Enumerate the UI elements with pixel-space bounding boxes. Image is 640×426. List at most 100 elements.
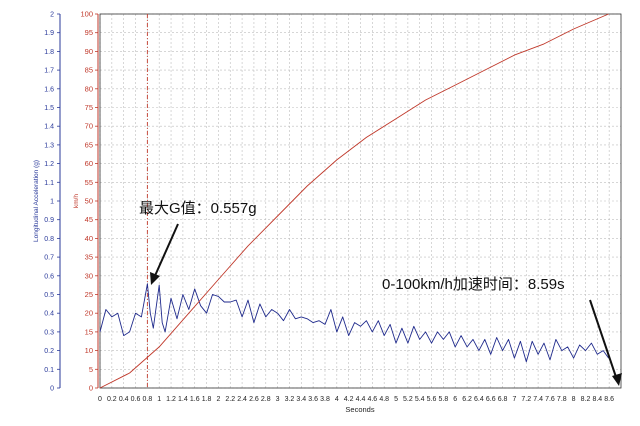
right-tick-label: 75 [85,103,93,112]
right-tick-label: 95 [85,28,93,37]
right-tick-label: 10 [85,346,93,355]
right-tick-label: 15 [85,327,93,336]
max-g-arrow [150,223,179,285]
x-tick-label: 7 [512,396,516,403]
x-tick-label: 7.8 [557,396,567,403]
left-axis-ticks: 0 0.1 0.2 0.3 0.4 0.5 0.6 0.7 0.8 0.9 1 1.1 1.2 1.3 1.… [44,12,60,393]
left-tick-label: 1 [50,199,54,206]
left-tick-label: 0.4 [44,311,54,318]
left-tick-label: 0.2 [44,348,54,355]
x-tick-label: 2 [216,396,220,403]
x-tick-label: 0.2 [107,396,117,403]
right-tick-label: 20 [85,309,93,318]
x-tick-label: 2.6 [249,396,259,403]
x-tick-label: 7.4 [533,396,543,403]
x-tick-label: 3.8 [320,396,330,403]
x-tick-label: 8.4 [592,396,602,403]
x-tick-label: 3 [276,396,280,403]
right-tick-label: 70 [85,122,93,131]
right-tick-label: 0 [89,384,93,393]
x-tick-label: 1.8 [202,396,212,403]
x-tick-label: 3.6 [308,396,318,403]
x-tick-label: 2.4 [237,396,247,403]
right-tick-label: 45 [85,215,93,224]
x-tick-label: 6 [453,396,457,403]
x-tick-label: 6.4 [474,396,484,403]
left-tick-label: 1.2 [44,161,54,168]
right-tick-label: 55 [85,178,93,187]
x-axis-ticks: 0 0.2 0.4 0.6 0.8 1 1.2 1.4 1.6 1.8 2 2.2 2.4 2.6 2.8 3… [98,396,614,403]
left-tick-label: 1.5 [44,105,54,112]
series-layer [99,13,609,389]
right-axis-ticks: 0 5 10 15 20 25 30 35 40 45 50 55 60 65 70 75 80 85 90 95 10… [80,10,98,393]
x-tick-label: 6.2 [462,396,472,403]
x-tick-label: 5.6 [427,396,437,403]
x-tick-label: 0.6 [131,396,141,403]
right-tick-label: 80 [85,84,93,93]
x-tick-label: 4 [335,396,339,403]
right-tick-label: 65 [85,140,93,149]
left-tick-label: 1.3 [44,142,54,149]
y-left-axis-title: Longitudinal Acceleration (g) [33,160,40,242]
x-tick-label: 1 [157,396,161,403]
grid [99,13,621,389]
x-tick-label: 2.8 [261,396,271,403]
x-tick-label: 1.2 [166,396,176,403]
right-tick-label: 35 [85,253,93,262]
left-tick-label: 1.8 [44,49,54,56]
x-axis-title: Seconds [345,405,374,414]
left-tick-label: 0.7 [44,255,54,262]
right-tick-label: 50 [85,197,93,206]
x-tick-label: 8.6 [604,396,614,403]
x-tick-label: 8.2 [581,396,591,403]
x-tick-label: 2.2 [225,396,235,403]
left-tick-label: 0.5 [44,292,54,299]
left-tick-label: 2 [50,12,54,19]
left-tick-label: 0 [50,386,54,393]
x-tick-label: 7.2 [521,396,531,403]
series-line-acceleration [99,283,609,363]
left-tick-label: 0.9 [44,217,54,224]
right-tick-label: 85 [85,66,93,75]
x-tick-label: 4.8 [379,396,389,403]
left-tick-label: 0.1 [44,367,54,374]
left-tick-label: 1.7 [44,68,54,75]
x-tick-label: 4.4 [356,396,366,403]
x-tick-label: 1.4 [178,396,188,403]
y-right-axis-title: km/h [73,194,80,208]
x-tick-label: 5.8 [439,396,449,403]
x-tick-label: 7.6 [545,396,555,403]
right-tick-label: 25 [85,290,93,299]
x-tick-label: 5 [394,396,398,403]
right-tick-label: 30 [85,271,93,280]
right-tick-label: 5 [89,365,93,374]
x-tick-label: 0.4 [119,396,129,403]
accel-time-annotation: 0-100km/h加速时间：8.59s [382,276,565,293]
right-tick-label: 60 [85,159,93,168]
left-tick-label: 1.9 [44,30,54,37]
x-tick-label: 5.4 [415,396,425,403]
left-tick-label: 0.8 [44,236,54,243]
right-tick-label: 100 [80,10,93,19]
x-tick-label: 6.6 [486,396,496,403]
left-tick-label: 0.6 [44,273,54,280]
x-tick-label: 8 [572,396,576,403]
max-g-annotation: 最大G值：0.557g [139,200,257,217]
x-tick-label: 3.4 [296,396,306,403]
x-tick-label: 6.8 [498,396,508,403]
right-tick-label: 40 [85,234,93,243]
left-tick-label: 1.1 [44,180,54,187]
series-line-speed [99,13,609,389]
right-tick-label: 90 [85,47,93,56]
x-tick-label: 0.8 [142,396,152,403]
x-tick-label: 4.2 [344,396,354,403]
x-tick-label: 1.6 [190,396,200,403]
x-tick-label: 4.6 [367,396,377,403]
accel-time-arrow [589,299,622,386]
left-tick-label: 0.3 [44,329,54,336]
x-tick-label: 5.2 [403,396,413,403]
x-tick-label: 3.2 [285,396,295,403]
x-tick-label: 0 [98,396,102,403]
